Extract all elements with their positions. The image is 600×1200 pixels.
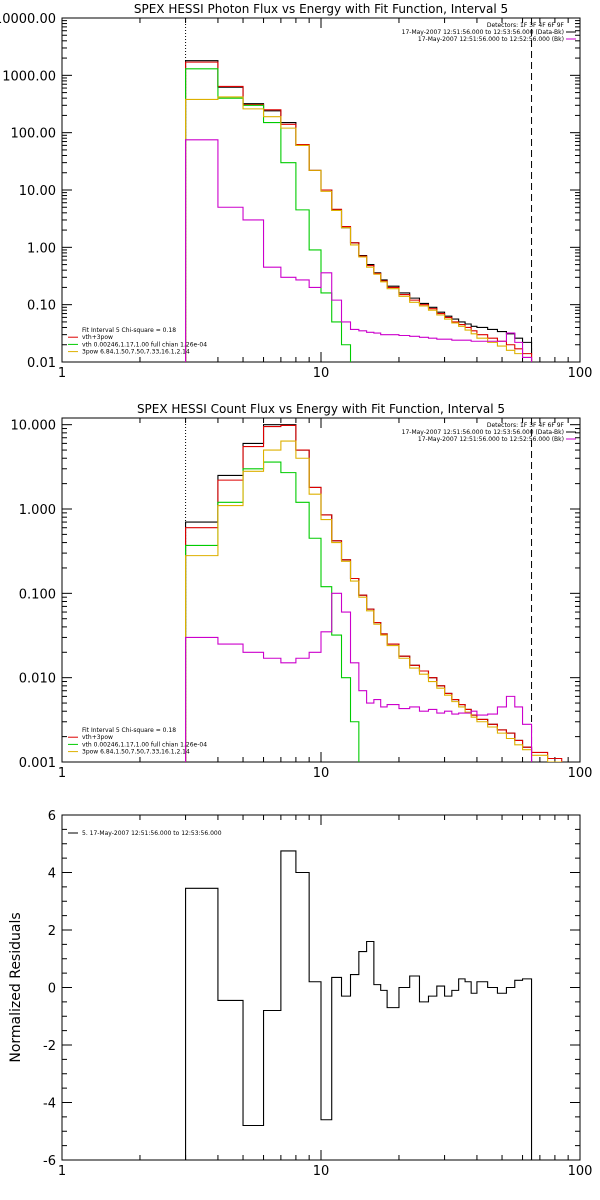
series-line-4	[185, 96, 533, 362]
y-axis-label: Normalized Residuals	[8, 912, 24, 1062]
series-line-5	[185, 592, 533, 762]
y-tick-label: -4	[43, 1097, 56, 1112]
legend-entry: 3pow 6.84,1.50,7.50,7.33,16.1,2.14	[82, 349, 190, 356]
x-tick-label: 100	[568, 766, 593, 781]
series-line-2	[185, 424, 580, 762]
legend-entry: Fit Interval 5 Chi-square = 0.18	[82, 327, 176, 334]
x-tick-label: 10	[313, 1164, 330, 1179]
header-line: 17-May-2007 12:51:56.000 to 12:52:56.000…	[418, 436, 564, 443]
x-tick-label: 100	[568, 1164, 593, 1179]
plot-frame	[61, 417, 581, 763]
y-tick-label: -2	[43, 1039, 56, 1054]
series-line-2	[185, 61, 533, 362]
y-tick-label: 0.010	[19, 672, 56, 687]
series-line-5	[185, 139, 533, 362]
series-line-3	[185, 68, 360, 362]
series-line-1	[185, 60, 533, 362]
legend-entry: 5. 17-May-2007 12:51:56.000 to 12:53:56.…	[82, 830, 222, 837]
y-tick-label: 0.100	[19, 587, 56, 602]
chart-title: SPEX HESSI Photon Flux vs Energy with Fi…	[134, 2, 508, 16]
y-tick-label: 4	[48, 867, 56, 882]
y-tick-label: 6	[48, 809, 56, 824]
y-tick-label: 10000.00	[0, 12, 56, 27]
legend-entry: vth 0.00246,1.17,1.00 full chian 1.26e-0…	[82, 741, 207, 748]
x-tick-label: 10	[313, 366, 330, 381]
y-tick-label: 1.000	[19, 503, 56, 518]
x-tick-label: 1	[58, 1164, 66, 1179]
chart-panel-1: 1 10 100 10000.00 1000.00 100.00 10.00 1.00 0.10…	[0, 2, 592, 381]
x-tick-label: 1	[58, 366, 66, 381]
series-line-1	[185, 850, 533, 1160]
header-line: Detectors: 1F 3F 4F 6F 9F	[487, 22, 565, 29]
series-line-3	[185, 461, 368, 762]
legend-entry: vth 0.00246,1.17,1.00 full chian 1.26e-0…	[82, 341, 207, 348]
header-line: Detectors: 1F 3F 4F 6F 9F	[487, 422, 565, 429]
x-tick-label: 100	[568, 366, 593, 381]
y-tick-label: 10.00	[19, 184, 56, 199]
y-tick-label: 100.00	[11, 127, 57, 142]
chart-panel-3: 1 10 100 6 4 2 0 -2 -4 -6 Normalized Residuals 5. 1…	[8, 809, 592, 1179]
legend-entry: 3pow 6.84,1.50,7.50,7.33,16.1,2.14	[82, 749, 190, 756]
x-tick-label: 10	[313, 766, 330, 781]
header-line: 17-May-2007 12:51:56.000 to 12:52:56.000…	[418, 36, 564, 43]
legend-entry: vth+3pow	[82, 734, 113, 741]
y-tick-label: 2	[48, 924, 56, 939]
x-tick-label: 1	[58, 766, 66, 781]
y-tick-label: 0.001	[19, 756, 56, 771]
series-line-4	[185, 440, 580, 762]
y-tick-label: 0.10	[27, 299, 56, 314]
y-tick-label: 1.00	[27, 241, 56, 256]
legend-entry: Fit Interval 5 Chi-square = 0.18	[82, 727, 176, 734]
chart-title: SPEX HESSI Count Flux vs Energy with Fit…	[137, 402, 505, 416]
y-tick-label: 0.01	[27, 356, 56, 371]
header-line: 17-May-2007 12:51:56.000 to 12:53:56.000…	[402, 29, 564, 36]
y-tick-label: 1000.00	[2, 69, 56, 84]
legend-entry: vth+3pow	[82, 334, 113, 341]
chart-panel-2: 1 10 100 10.000 1.000 0.100 0.010 0.001 SPEX HES…	[11, 402, 593, 781]
y-tick-label: 10.000	[11, 419, 57, 434]
y-tick-label: -6	[43, 1154, 56, 1169]
header-line: 17-May-2007 12:51:56.000 to 12:53:56.000…	[402, 429, 564, 436]
y-tick-label: 0	[48, 982, 56, 997]
